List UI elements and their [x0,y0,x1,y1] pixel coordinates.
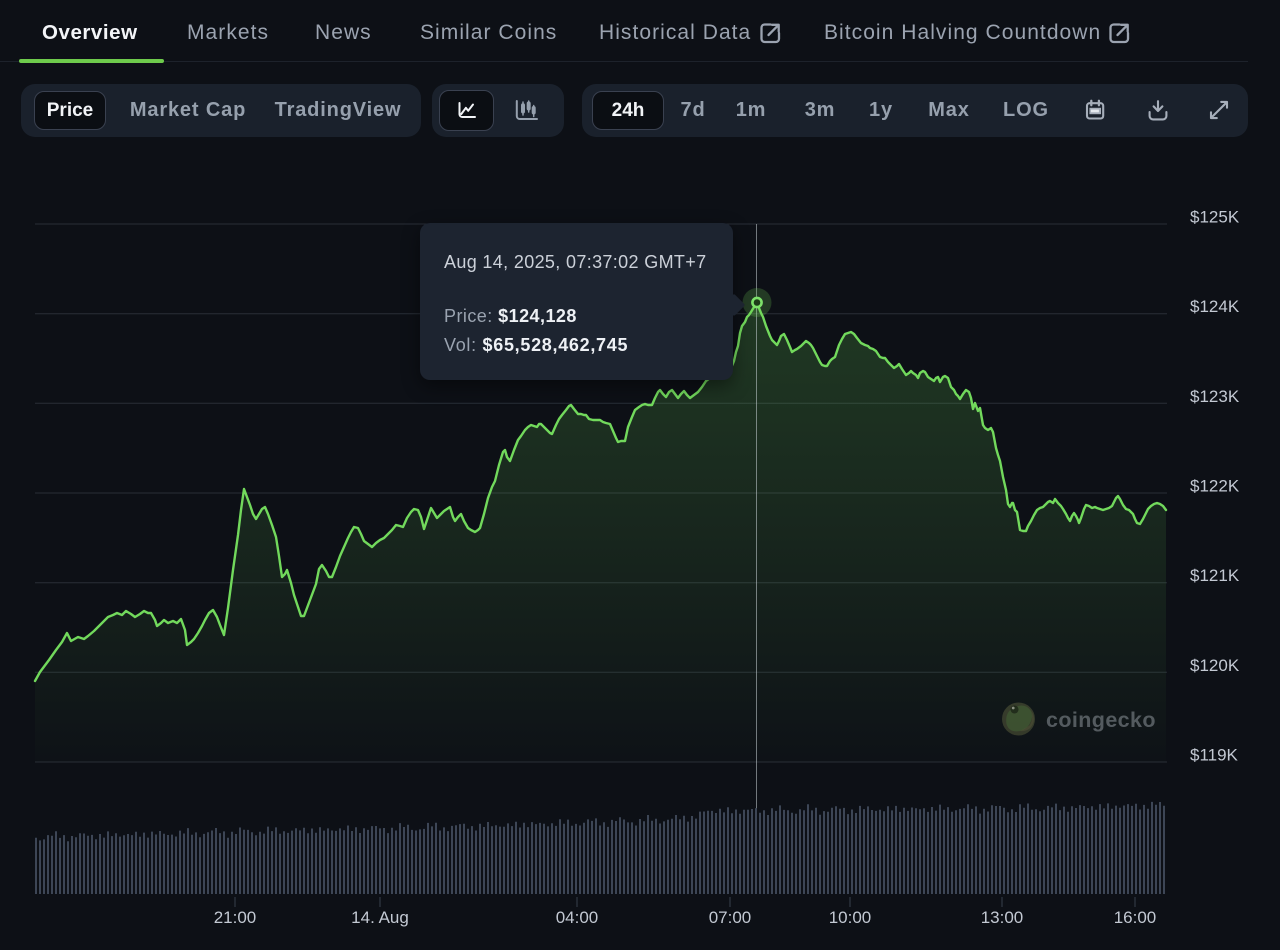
svg-text:$125K: $125K [1190,208,1240,227]
svg-text:16:00: 16:00 [1114,908,1157,927]
svg-text:07:00: 07:00 [709,908,752,927]
svg-text:$119K: $119K [1190,746,1239,765]
svg-text:21:00: 21:00 [214,908,257,927]
svg-text:$124K: $124K [1190,297,1240,316]
svg-text:14. Aug: 14. Aug [351,908,409,927]
svg-text:04:00: 04:00 [556,908,599,927]
svg-text:coingecko: coingecko [1046,708,1156,732]
svg-text:10:00: 10:00 [829,908,872,927]
svg-text:13:00: 13:00 [981,908,1024,927]
svg-text:$120K: $120K [1190,656,1240,675]
svg-text:$123K: $123K [1190,387,1240,406]
svg-text:$122K: $122K [1190,477,1240,496]
svg-text:$121K: $121K [1190,566,1240,585]
